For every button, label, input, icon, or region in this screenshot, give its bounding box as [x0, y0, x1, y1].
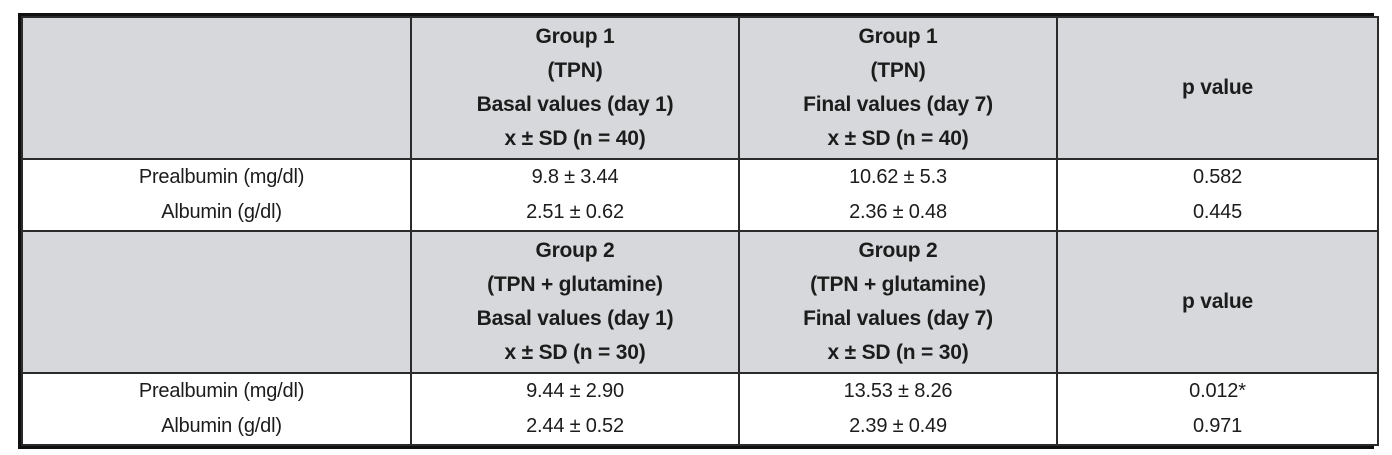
results-table: Group 1 (TPN) Basal values (day 1) x ± S…	[18, 13, 1379, 449]
header-line: x ± SD (n = 40)	[504, 127, 646, 150]
group1-final-values-cell: 10.62 ± 5.3 2.36 ± 0.48	[738, 158, 1058, 232]
header-line: Basal values (day 1)	[476, 93, 674, 116]
p-value: 0.445	[1192, 201, 1243, 223]
group1-pvalue-header-cell: p value	[1056, 16, 1379, 160]
row-label: Prealbumin (mg/dl)	[138, 166, 305, 188]
empty-header-cell	[21, 16, 412, 160]
group1-final-header-cell: Group 1 (TPN) Final values (day 7) x ± S…	[738, 16, 1058, 160]
header-line: x ± SD (n = 30)	[504, 341, 646, 364]
group2-basal-values-cell: 9.44 ± 2.90 2.44 ± 0.52	[410, 372, 740, 446]
value: 13.53 ± 8.26	[843, 380, 953, 402]
group1-header-row: Group 1 (TPN) Basal values (day 1) x ± S…	[21, 16, 1379, 160]
group2-header-row: Group 2 (TPN + glutamine) Basal values (…	[21, 230, 1379, 374]
header-line: Group 2	[858, 239, 938, 262]
header-line: Group 2	[535, 239, 615, 262]
row-label: Prealbumin (mg/dl)	[138, 380, 305, 402]
header-line: x ± SD (n = 30)	[827, 341, 969, 364]
value: 9.8 ± 3.44	[531, 166, 619, 188]
p-value: 0.582	[1192, 166, 1243, 188]
group2-final-header-cell: Group 2 (TPN + glutamine) Final values (…	[738, 230, 1058, 374]
p-value: 0.971	[1192, 415, 1243, 437]
lab-values-table: Group 1 (TPN) Basal values (day 1) x ± S…	[21, 16, 1379, 446]
group1-data-row: Prealbumin (mg/dl) Albumin (g/dl) 9.8 ± …	[21, 158, 1379, 232]
header-line: Group 1	[858, 25, 938, 48]
row-label: Albumin (g/dl)	[161, 201, 282, 223]
p-value: 0.012*	[1189, 380, 1246, 402]
value: 2.44 ± 0.52	[526, 415, 624, 437]
header-line: Basal values (day 1)	[476, 307, 674, 330]
group2-data-row: Prealbumin (mg/dl) Albumin (g/dl) 9.44 ±…	[21, 372, 1379, 446]
header-line: Final values (day 7)	[803, 307, 993, 330]
group2-final-values-cell: 13.53 ± 8.26 2.39 ± 0.49	[738, 372, 1058, 446]
value: 10.62 ± 5.3	[849, 166, 947, 188]
group2-pvalue-header-cell: p value	[1056, 230, 1379, 374]
value: 9.44 ± 2.90	[526, 380, 624, 402]
group1-pvalues-cell: 0.582 0.445	[1056, 158, 1379, 232]
group1-basal-header-cell: Group 1 (TPN) Basal values (day 1) x ± S…	[410, 16, 740, 160]
header-line: Group 1	[535, 25, 615, 48]
group2-pvalues-cell: 0.012* 0.971	[1056, 372, 1379, 446]
row-label: Albumin (g/dl)	[161, 415, 282, 437]
value: 2.51 ± 0.62	[526, 201, 624, 223]
header-line: (TPN)	[870, 59, 926, 82]
value: 2.36 ± 0.48	[849, 201, 947, 223]
group2-basal-header-cell: Group 2 (TPN + glutamine) Basal values (…	[410, 230, 740, 374]
empty-header-cell	[21, 230, 412, 374]
group1-label-cell: Prealbumin (mg/dl) Albumin (g/dl)	[21, 158, 412, 232]
header-line: Final values (day 7)	[803, 93, 993, 116]
group1-basal-values-cell: 9.8 ± 3.44 2.51 ± 0.62	[410, 158, 740, 232]
value: 2.39 ± 0.49	[849, 415, 947, 437]
header-line: (TPN)	[547, 59, 603, 82]
header-line: x ± SD (n = 40)	[827, 127, 969, 150]
group2-label-cell: Prealbumin (mg/dl) Albumin (g/dl)	[21, 372, 412, 446]
header-line: (TPN + glutamine)	[810, 273, 986, 296]
header-line: (TPN + glutamine)	[487, 273, 663, 296]
